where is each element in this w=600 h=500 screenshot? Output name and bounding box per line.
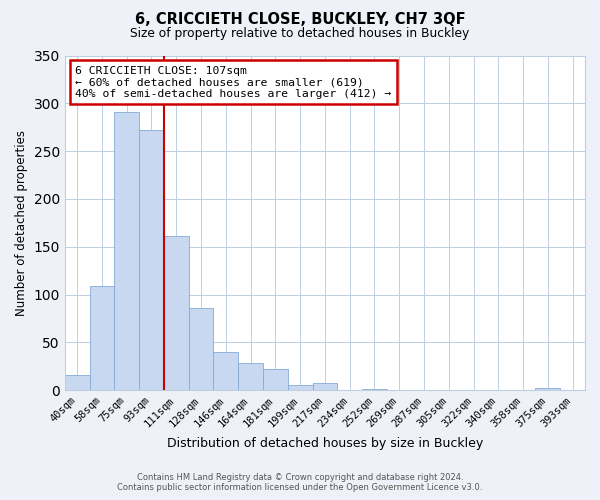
Bar bbox=[65, 375, 89, 390]
Text: Contains HM Land Registry data © Crown copyright and database right 2024.
Contai: Contains HM Land Registry data © Crown c… bbox=[118, 473, 482, 492]
Bar bbox=[188, 308, 214, 390]
Bar bbox=[263, 369, 288, 390]
Bar bbox=[238, 364, 263, 390]
X-axis label: Distribution of detached houses by size in Buckley: Distribution of detached houses by size … bbox=[167, 437, 483, 450]
Text: 6 CRICCIETH CLOSE: 107sqm
← 60% of detached houses are smaller (619)
40% of semi: 6 CRICCIETH CLOSE: 107sqm ← 60% of detac… bbox=[75, 66, 391, 98]
Bar bbox=[535, 388, 560, 390]
Bar bbox=[139, 130, 164, 390]
Y-axis label: Number of detached properties: Number of detached properties bbox=[15, 130, 28, 316]
Bar bbox=[89, 286, 115, 390]
Bar bbox=[214, 352, 238, 390]
Text: 6, CRICCIETH CLOSE, BUCKLEY, CH7 3QF: 6, CRICCIETH CLOSE, BUCKLEY, CH7 3QF bbox=[134, 12, 466, 28]
Bar bbox=[115, 112, 139, 390]
Bar bbox=[288, 386, 313, 390]
Text: Size of property relative to detached houses in Buckley: Size of property relative to detached ho… bbox=[130, 28, 470, 40]
Bar bbox=[313, 382, 337, 390]
Bar bbox=[164, 236, 188, 390]
